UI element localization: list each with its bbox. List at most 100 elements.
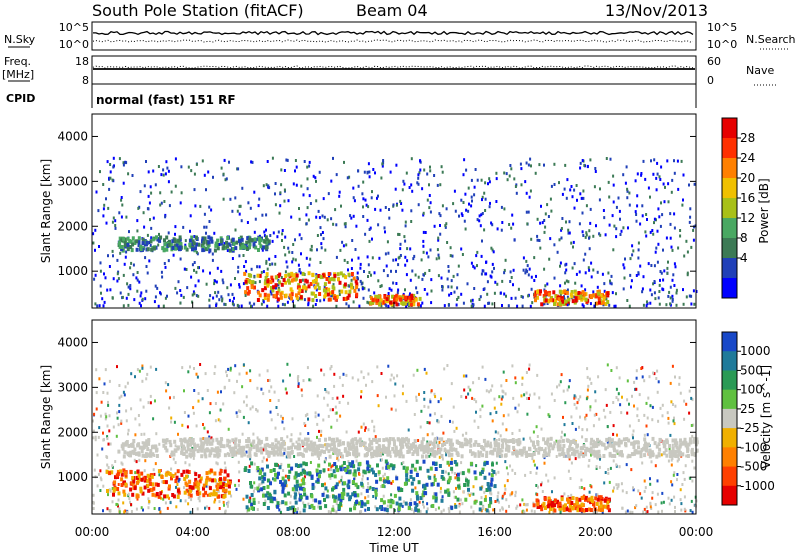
- band-cell: [246, 286, 250, 291]
- band-cell: [247, 289, 251, 294]
- band-cell: [238, 238, 241, 243]
- band-cell: [150, 488, 154, 492]
- scatter-cell: [463, 388, 466, 392]
- band-cell: [150, 474, 154, 479]
- scatter-cell: [345, 243, 348, 247]
- band-cell: [558, 452, 562, 457]
- scatter-cell: [222, 172, 225, 176]
- band-cell: [310, 474, 314, 479]
- scatter-cell: [122, 161, 125, 165]
- scatter-cell: [580, 284, 583, 288]
- scatter-cell: [603, 282, 606, 286]
- scatter-cell: [285, 455, 288, 459]
- scatter-cell: [111, 487, 114, 490]
- scatter-cell: [553, 276, 556, 280]
- scatter-cell: [127, 303, 130, 307]
- scatter-cell: [439, 490, 442, 494]
- scatter-cell: [257, 500, 260, 504]
- band-cell: [327, 279, 331, 284]
- band-cell: [185, 474, 188, 479]
- band-cell: [258, 471, 262, 476]
- band-cell: [438, 464, 442, 468]
- scatter-cell: [589, 207, 592, 211]
- scatter-cell: [559, 510, 562, 514]
- band-cell: [141, 237, 145, 242]
- scatter-cell: [145, 289, 148, 293]
- scatter-cell: [628, 402, 630, 406]
- scatter-cell: [300, 388, 303, 392]
- scatter-cell: [442, 508, 445, 512]
- scatter-cell: [338, 401, 341, 404]
- scatter-cell: [528, 367, 531, 371]
- band-cell: [190, 439, 194, 444]
- band-cell: [553, 441, 557, 446]
- band-cell: [265, 240, 269, 245]
- scatter-cell: [203, 173, 206, 177]
- scatter-cell: [335, 223, 338, 227]
- scatter-cell: [653, 372, 656, 376]
- scatter-cell: [308, 378, 311, 382]
- scatter-cell: [116, 279, 119, 283]
- scatter-cell: [115, 434, 118, 438]
- scatter-cell: [297, 382, 300, 386]
- band-cell: [692, 439, 696, 444]
- scatter-cell: [252, 489, 255, 493]
- band-cell: [440, 454, 444, 458]
- band-cell: [428, 475, 432, 480]
- band-cell: [272, 285, 276, 290]
- band-cell: [352, 276, 356, 281]
- scatter-cell: [409, 278, 412, 282]
- scatter-cell: [336, 396, 339, 400]
- scatter-cell: [502, 414, 505, 418]
- scatter-cell: [216, 266, 219, 270]
- band-cell: [333, 273, 337, 278]
- band-cell: [190, 452, 194, 457]
- scatter-cell: [683, 495, 686, 499]
- scatter-cell: [575, 406, 578, 410]
- scatter-cell: [384, 252, 387, 256]
- band-cell: [387, 443, 391, 448]
- scatter-cell: [467, 385, 470, 389]
- scatter-cell: [114, 224, 117, 227]
- scatter-cell: [283, 188, 286, 192]
- scatter-cell: [145, 160, 147, 163]
- scatter-cell: [411, 269, 414, 273]
- scatter-cell: [607, 180, 610, 184]
- band-cell: [388, 440, 392, 445]
- scatter-cell: [490, 246, 493, 250]
- scatter-cell: [365, 383, 367, 387]
- scatter-cell: [316, 234, 319, 237]
- band-cell: [303, 503, 307, 508]
- scatter-cell: [109, 442, 112, 446]
- scatter-cell: [208, 304, 211, 308]
- scatter-cell: [149, 365, 152, 369]
- band-cell: [608, 453, 612, 458]
- scatter-cell: [497, 491, 500, 495]
- band-cell: [482, 438, 486, 443]
- scatter-cell: [581, 435, 584, 439]
- band-cell: [316, 472, 319, 477]
- scatter-cell: [592, 424, 595, 428]
- scatter-cell: [367, 428, 370, 432]
- scatter-cell: [165, 389, 168, 393]
- scatter-cell: [305, 222, 308, 226]
- scatter-cell: [300, 252, 302, 256]
- band-cell: [208, 441, 212, 446]
- scatter-cell: [480, 213, 483, 217]
- scatter-cell: [504, 487, 507, 491]
- scatter-cell: [167, 180, 170, 184]
- scatter-cell: [333, 384, 336, 388]
- band-cell: [595, 301, 599, 306]
- band-cell: [350, 272, 354, 276]
- scatter-cell: [454, 476, 457, 480]
- scatter-cell: [467, 209, 470, 213]
- band-cell: [536, 289, 539, 294]
- scatter-cell: [152, 169, 155, 173]
- scatter-cell: [94, 248, 96, 252]
- band-cell: [608, 436, 612, 441]
- scatter-cell: [98, 426, 101, 430]
- scatter-cell: [456, 286, 459, 290]
- scatter-cell: [671, 278, 674, 282]
- band-cell: [246, 236, 250, 241]
- scatter-cell: [189, 365, 191, 369]
